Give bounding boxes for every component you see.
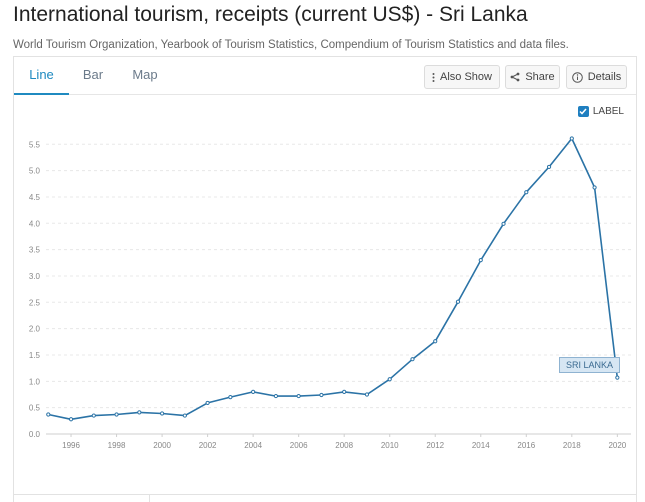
chart-panel: Line Bar Map Also Show Share Details LAB…	[13, 56, 637, 502]
y-tick-label: 1.5	[29, 351, 41, 360]
x-tick-label: 1996	[62, 441, 80, 450]
data-point	[159, 411, 165, 416]
data-point	[592, 185, 597, 190]
x-tick-label: 2010	[381, 441, 399, 450]
x-tick-label: 2008	[335, 441, 353, 450]
share-button[interactable]: Share	[505, 65, 560, 89]
x-tick-label: 2016	[517, 441, 535, 450]
data-point	[364, 392, 370, 397]
series-line	[48, 137, 619, 421]
x-tick-label: 2020	[608, 441, 626, 450]
data-point	[387, 377, 392, 382]
label-toggle[interactable]: LABEL	[577, 106, 624, 117]
data-point	[455, 299, 461, 304]
data-point	[114, 412, 119, 417]
series-label-sri-lanka: SRI LANKA	[559, 357, 621, 373]
data-point	[342, 389, 347, 394]
tab-map[interactable]: Map	[132, 67, 158, 82]
line-chart: 0.0 0.5 1.0 1.5 2.0 2.5 3.0 3.5 4.0 4.5 5.0 5.5 1996…	[29, 136, 631, 450]
tab-line[interactable]: Line	[14, 57, 69, 95]
data-point	[546, 164, 552, 170]
tab-bar: Line Bar Map Also Show Share Details	[14, 57, 636, 95]
details-label: Details	[587, 71, 622, 83]
data-point	[569, 136, 574, 141]
x-tick-label: 1998	[108, 441, 126, 450]
more-vertical-icon	[432, 72, 435, 82]
label-toggle-text: LABEL	[592, 106, 624, 117]
footer-divider	[149, 495, 150, 502]
checkbox-checked-icon	[577, 106, 589, 117]
data-point	[296, 393, 301, 399]
y-tick-label: 3.5	[29, 246, 41, 255]
data-point	[615, 375, 620, 380]
y-tick-label: 2.0	[29, 325, 41, 334]
y-tick-label: 4.0	[29, 219, 41, 228]
y-tick-label: 5.0	[29, 167, 41, 176]
y-tick-label: 0.5	[29, 404, 41, 413]
x-tick-label: 2002	[199, 441, 217, 450]
info-icon	[571, 71, 583, 83]
footer-strip	[13, 494, 637, 502]
y-tick-label: 5.5	[29, 140, 41, 149]
data-point	[319, 392, 324, 398]
data-point	[228, 395, 233, 400]
data-point	[273, 393, 279, 399]
also-show-button[interactable]: Also Show	[424, 65, 500, 89]
data-point	[205, 400, 210, 406]
data-point	[478, 258, 483, 263]
x-tick-label: 2006	[290, 441, 308, 450]
data-point	[68, 417, 74, 422]
y-tick-label: 3.0	[29, 272, 41, 281]
x-tick-label: 2018	[563, 441, 581, 450]
y-tick-label: 2.5	[29, 298, 41, 307]
data-point	[410, 357, 415, 362]
page-title: International tourism, receipts (current…	[13, 3, 528, 26]
source-note: World Tourism Organization, Yearbook of …	[13, 39, 569, 51]
x-tick-label: 2014	[472, 441, 490, 450]
x-tick-label: 2004	[244, 441, 262, 450]
y-tick-label: 0.0	[29, 430, 41, 439]
details-button[interactable]: Details	[566, 65, 627, 89]
data-point	[501, 221, 506, 226]
share-label: Share	[525, 71, 555, 83]
x-tick-label: 2000	[153, 441, 171, 450]
data-point	[524, 190, 529, 195]
data-point	[91, 413, 96, 418]
data-point	[182, 413, 187, 418]
y-tick-label: 1.0	[29, 377, 41, 386]
data-point	[251, 389, 256, 394]
share-icon	[510, 72, 520, 82]
tab-bar-chart[interactable]: Bar	[82, 67, 104, 82]
y-tick-label: 4.5	[29, 193, 41, 202]
data-point	[433, 339, 438, 344]
x-tick-label: 2012	[426, 441, 444, 450]
data-point	[46, 412, 51, 417]
data-point	[137, 410, 142, 415]
also-show-label: Also Show	[440, 71, 492, 83]
